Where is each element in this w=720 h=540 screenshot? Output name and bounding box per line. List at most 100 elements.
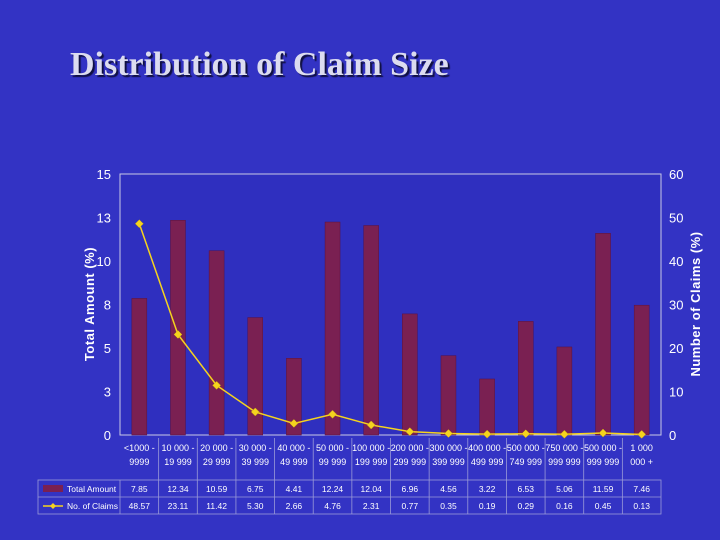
claims-value: 11.42 [206,501,227,511]
category-label-line1: 200 000 - [391,443,429,453]
total-amount-bar [556,346,573,436]
claims-point-marker [521,429,531,439]
claims-value: 0.29 [517,501,534,511]
right-tick-label: 30 [669,298,683,313]
claims-value: 0.19 [479,501,496,511]
claims-value: 4.76 [324,501,341,511]
claims-line-series [134,219,647,439]
claims-point-marker [405,427,415,437]
claims-value: 48.57 [129,501,151,511]
total-amount-value: 6.96 [402,484,419,494]
category-label-line2: 000 + [630,457,653,467]
right-tick-label: 50 [669,211,683,226]
legend-bar-key [43,485,63,492]
total-amount-bar [440,355,457,436]
claims-point-marker [328,409,337,419]
claims-value: 0.35 [440,501,457,511]
left-tick-label: 15 [97,167,111,182]
left-tick-label: 3 [104,385,111,400]
claims-point-marker [482,429,492,439]
total-amount-bar [595,233,611,436]
total-amount-bar [402,313,418,436]
left-tick-label: 13 [97,211,111,226]
claims-line [138,223,642,436]
category-label-line1: <1000 - [124,443,155,453]
total-amount-value: 12.04 [361,484,383,494]
total-amount-value: 6.75 [247,484,264,494]
total-amount-value: 10.59 [206,484,228,494]
category-label-line1: 500 000 - [584,443,622,453]
legend-total-amount: Total Amount [67,484,117,494]
category-label-line1: 10 000 - [161,443,194,453]
total-amount-bar [324,221,341,436]
category-label-line2: 999 999 [548,457,581,467]
claims-value: 2.31 [363,501,380,511]
category-label-line1: 1 000 [630,443,653,453]
right-axis-title: Number of Claims (%) [688,231,703,376]
category-label-line2: 199 999 [355,457,388,467]
right-tick-label: 10 [669,385,683,400]
claims-point-marker [560,429,569,439]
total-amount-bar [633,304,650,436]
category-label-line2: 299 999 [394,457,427,467]
total-amount-bar [518,321,534,436]
total-amount-bar [208,250,225,436]
category-label-line2: 499 999 [471,457,504,467]
total-amount-value: 12.34 [167,484,189,494]
category-label-line2: 99 999 [319,457,347,467]
claims-point-marker [289,419,299,428]
total-amount-bar [131,298,148,436]
claims-point-marker [598,428,608,438]
category-label-line1: 750 000 - [545,443,583,453]
category-label-line2: 399 999 [432,457,465,467]
category-label-line2: 19 999 [164,457,192,467]
category-label-line1: 400 000 - [468,443,506,453]
legend-no-of-claims: No. of Claims [67,501,118,511]
claims-point-marker [173,330,183,339]
data-table: Total Amount No. of Claims 7.85 12.34 10.59 6… [37,438,662,515]
claims-point-marker [212,380,221,390]
claims-point-marker [134,219,144,229]
claims-point-marker [637,430,647,439]
right-tick-label: 0 [669,428,676,443]
category-label-line1: 500 000 - [507,443,545,453]
category-label-line2: 29 999 [203,457,231,467]
plot-area [119,173,662,436]
left-tick-label: 8 [104,298,111,313]
category-label-line2: 9999 [129,457,149,467]
total-amount-bars [131,220,650,436]
legend-marker-key [50,503,56,509]
left-axis-ticks: 0 3 5 8 10 13 15 [97,167,111,443]
total-amount-bar [170,220,186,436]
left-tick-label: 0 [104,428,111,443]
total-amount-value: 11.59 [593,484,614,494]
total-amount-value: 6.53 [517,484,534,494]
claims-value: 0.13 [633,501,650,511]
right-tick-label: 40 [669,254,683,269]
slide-title: Distribution of Claim Size [70,46,449,83]
total-amount-bar [363,225,379,436]
claims-value: 23.11 [168,501,189,511]
total-amount-value: 5.06 [556,484,573,494]
category-label-line1: 100 000 - [352,443,390,453]
total-amount-value: 4.56 [440,484,457,494]
total-amount-value: 7.46 [633,484,650,494]
claims-point-marker [444,429,453,438]
category-label-line2: 999 999 [587,457,620,467]
left-tick-label: 5 [104,341,111,356]
right-tick-label: 60 [669,167,683,182]
category-label-line1: 300 000 - [429,443,467,453]
left-tick-label: 10 [97,254,111,269]
category-label-line2: 749 999 [509,457,542,467]
category-label-line1: 40 000 - [277,443,310,453]
claims-value: 0.77 [402,501,419,511]
category-label-line1: 30 000 - [239,443,272,453]
total-amount-value: 7.85 [131,484,148,494]
claims-value: 0.16 [556,501,573,511]
total-amount-value: 3.22 [479,484,496,494]
claims-value: 5.30 [247,501,264,511]
category-label-line1: 50 000 - [316,443,349,453]
right-axis-ticks: 0 10 20 30 40 50 60 [669,167,683,443]
left-axis-title: Total Amount (%) [82,247,97,361]
